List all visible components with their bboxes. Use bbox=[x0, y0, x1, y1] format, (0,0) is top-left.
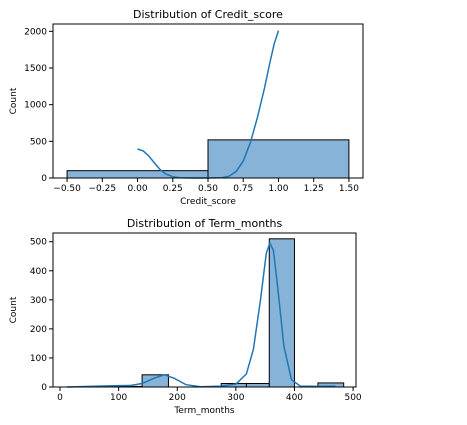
histogram-bar bbox=[66, 170, 209, 179]
x-tick-label: 300 bbox=[227, 393, 244, 403]
y-tick-label: 300 bbox=[30, 296, 47, 306]
x-tick-label: 500 bbox=[344, 393, 361, 403]
x-tick-label: −0.50 bbox=[53, 184, 81, 194]
y-tick-label: 1000 bbox=[24, 101, 47, 111]
x-tick-label: 0.25 bbox=[163, 184, 183, 194]
credit-score-histogram: −0.50 −0.25 0.00 0.25 0.50 0.75 1.00 1.25 1.50 0 5… bbox=[9, 8, 364, 207]
x-tick-label: 0.00 bbox=[128, 184, 148, 194]
x-tick-label: 1.25 bbox=[304, 184, 324, 194]
histogram-bar bbox=[245, 383, 270, 388]
y-tick-label: 1500 bbox=[24, 64, 47, 74]
x-axis-label: Credit_score bbox=[180, 197, 236, 207]
chart-title: Distribution of Term_months bbox=[127, 217, 283, 230]
y-tick-label: 0 bbox=[41, 383, 47, 393]
y-tick-label: 0 bbox=[41, 174, 47, 184]
x-tick-label: 0.50 bbox=[198, 184, 218, 194]
plot-frame bbox=[52, 232, 357, 388]
histogram-bar bbox=[268, 238, 295, 388]
x-tick-label: 100 bbox=[110, 393, 127, 403]
x-tick-label: 0 bbox=[57, 393, 63, 403]
x-tick-label: −0.25 bbox=[89, 184, 117, 194]
term-months-histogram: 0 100 200 300 400 500 0 100 200 300 400 500 Distribu… bbox=[9, 217, 362, 416]
x-axis-label: Term_months bbox=[173, 406, 235, 416]
histogram-bar bbox=[207, 139, 350, 179]
kde-line bbox=[67, 241, 336, 388]
chart-title: Distribution of Credit_score bbox=[133, 8, 283, 21]
y-tick-label: 500 bbox=[30, 137, 47, 147]
y-axis-label: Count bbox=[9, 296, 19, 323]
x-tick-label: 200 bbox=[169, 393, 186, 403]
x-tick-label: 1.50 bbox=[339, 184, 359, 194]
histogram-bar bbox=[141, 374, 169, 388]
y-tick-label: 2000 bbox=[24, 27, 47, 37]
y-tick-label: 400 bbox=[30, 267, 47, 277]
y-tick-label: 200 bbox=[30, 325, 47, 335]
x-tick-label: 0.75 bbox=[233, 184, 253, 194]
y-axis-label: Count bbox=[9, 87, 19, 114]
x-tick-label: 1.00 bbox=[268, 184, 288, 194]
y-tick-label: 500 bbox=[30, 238, 47, 248]
x-tick-label: 400 bbox=[286, 393, 303, 403]
y-tick-label: 100 bbox=[30, 354, 47, 364]
